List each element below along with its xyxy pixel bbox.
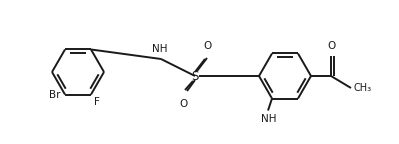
Text: NH: NH	[261, 113, 277, 124]
Text: NH: NH	[152, 44, 168, 54]
Text: F: F	[94, 96, 100, 107]
Text: O: O	[203, 41, 211, 51]
Text: O: O	[328, 41, 336, 51]
Text: S: S	[191, 70, 199, 83]
Text: CH₃: CH₃	[353, 83, 371, 93]
Text: Br: Br	[49, 90, 61, 100]
Text: O: O	[179, 99, 187, 109]
